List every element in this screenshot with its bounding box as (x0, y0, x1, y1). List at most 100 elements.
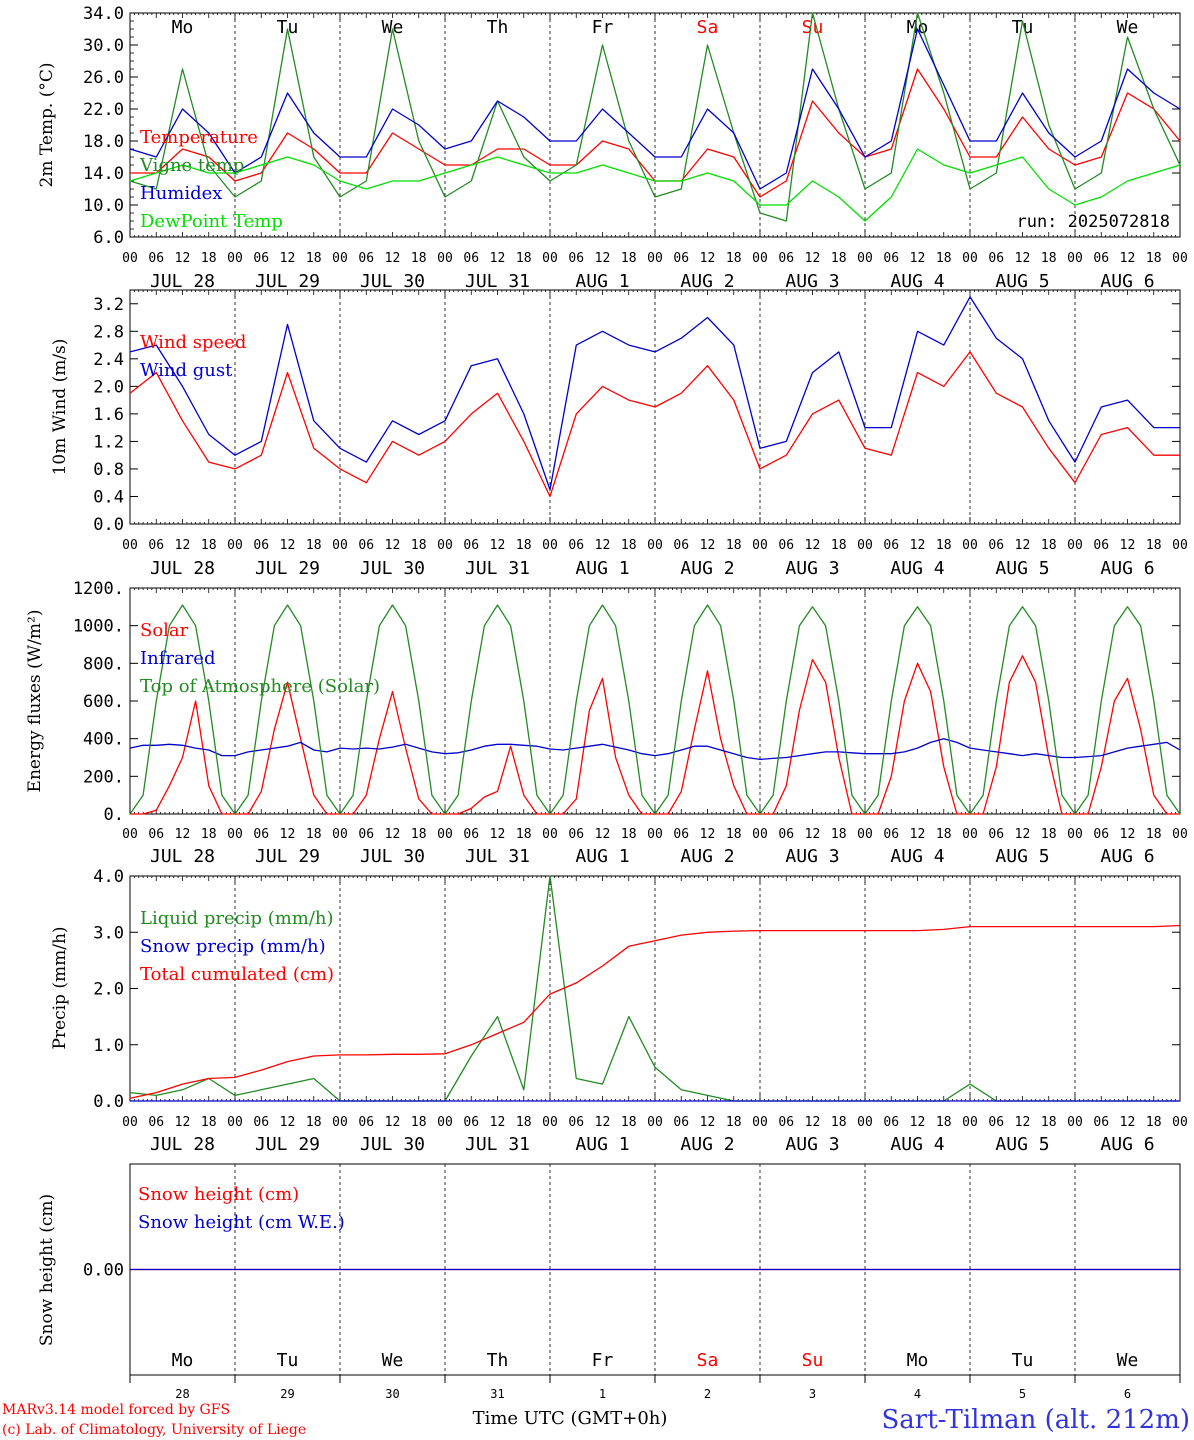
hour-tick-label: 00 (542, 251, 558, 266)
date-label: AUG 2 (680, 271, 734, 292)
date-label: JUL 28 (150, 558, 215, 579)
hour-tick-label: 12 (490, 538, 506, 553)
hour-tick-label: 12 (910, 1115, 926, 1130)
y-tick-label: 400. (83, 730, 124, 750)
hour-tick-label: 00 (1172, 538, 1188, 553)
date-label: AUG 5 (995, 1134, 1049, 1155)
hour-tick-label: 00 (752, 251, 768, 266)
hour-tick-label: 00 (962, 538, 978, 553)
precip-series-lines (129, 875, 1181, 1102)
date-label: AUG 3 (785, 1134, 839, 1155)
wind-panel: 0.0 0.4 0.8 1.2 1.6 2.0 2.4 2.8 3.2 00 06 12 18 00 06… (50, 289, 1188, 579)
y-tick-label: 2.0 (93, 980, 124, 1000)
date-label: AUG 4 (890, 558, 944, 579)
weekday-label: Mo (172, 1350, 194, 1371)
date-label: JUL 30 (360, 846, 425, 867)
weekday-label: Su (802, 1350, 824, 1371)
temperature-ylabel: 2m Temp. (°C) (37, 62, 57, 187)
weekday-label: Tu (1012, 1350, 1034, 1371)
hour-tick-label: 12 (1120, 1115, 1136, 1130)
temperature-date-labels: JUL 28 JUL 29 JUL 30 JUL 31 AUG 1 AUG 2 AUG 3 A… (150, 271, 1155, 292)
date-label: JUL 29 (255, 846, 320, 867)
date-label: AUG 6 (1100, 1134, 1154, 1155)
y-tick-label: 6.0 (93, 228, 124, 248)
precip-ylabel: Precip (mm/h) (50, 926, 70, 1049)
legend-solar: Solar (140, 620, 189, 641)
day-number-label: 1 (599, 1387, 606, 1401)
y-tick-label: 0.4 (93, 487, 124, 507)
weekday-label: Fr (592, 17, 614, 38)
hour-tick-label: 12 (280, 1115, 296, 1130)
hour-tick-label: 00 (1067, 1115, 1083, 1130)
temperature-panel: 6.0 10.0 14.0 18.0 22.0 26.0 30.0 34.0 Mo Tu We Th… (37, 4, 1188, 292)
hour-tick-label: 00 (752, 1115, 768, 1130)
hour-tick-label: 00 (437, 538, 453, 553)
hour-tick-label: 00 (1172, 827, 1188, 842)
weekday-label: We (382, 17, 404, 38)
hour-tick-label: 00 (857, 538, 873, 553)
date-label: JUL 29 (255, 271, 320, 292)
date-label: AUG 5 (995, 271, 1049, 292)
hour-tick-label: 12 (175, 1115, 191, 1130)
hour-tick-label: 06 (148, 538, 164, 553)
precip-date-labels: JUL 28 JUL 29 JUL 30 JUL 31 AUG 1 AUG 2 AUG 3 A… (150, 1134, 1155, 1155)
hour-tick-label: 00 (227, 827, 243, 842)
hour-tick-label: 18 (726, 251, 742, 266)
temperature-axis-ticks (129, 12, 1181, 238)
hour-tick-label: 00 (227, 538, 243, 553)
hour-tick-label: 00 (542, 538, 558, 553)
date-label: JUL 30 (360, 271, 425, 292)
hour-tick-label: 12 (700, 1115, 716, 1130)
hour-tick-label: 00 (437, 827, 453, 842)
date-label: JUL 28 (150, 1134, 215, 1155)
hour-tick-label: 18 (411, 251, 427, 266)
hour-tick-label: 12 (280, 538, 296, 553)
weekday-label: Mo (907, 1350, 929, 1371)
hour-tick-label: 12 (1015, 827, 1031, 842)
y-tick-label: 1.2 (93, 432, 124, 452)
hour-tick-label: 18 (1041, 1115, 1057, 1130)
hour-tick-label: 18 (621, 827, 637, 842)
hour-tick-label: 18 (1146, 1115, 1162, 1130)
y-tick-label: 800. (83, 654, 124, 674)
snow-day-number-labels: 28 29 30 31 1 2 3 4 5 6 (175, 1387, 1131, 1401)
hour-tick-label: 06 (358, 1115, 374, 1130)
hour-tick-label: 00 (437, 251, 453, 266)
legend-vigne-temp: Vigne temp (139, 155, 244, 176)
date-label: AUG 4 (890, 1134, 944, 1155)
hour-tick-label: 18 (726, 1115, 742, 1130)
day-number-label: 31 (490, 1387, 504, 1401)
hour-tick-label: 06 (988, 251, 1004, 266)
legend-total-cumulated: Total cumulated (cm) (140, 964, 334, 985)
temperature-ytick-labels: 6.0 10.0 14.0 18.0 22.0 26.0 30.0 34.0 (83, 4, 124, 248)
wind-series-lines (129, 296, 1180, 498)
hour-tick-label: 06 (673, 538, 689, 553)
hour-tick-label: 06 (568, 251, 584, 266)
date-label: JUL 31 (465, 558, 530, 579)
date-label: AUG 6 (1100, 846, 1154, 867)
hour-tick-label: 06 (673, 251, 689, 266)
date-label: AUG 5 (995, 558, 1049, 579)
hour-tick-label: 12 (385, 251, 401, 266)
hour-tick-label: 06 (1093, 538, 1109, 553)
energy-axis-ticks (129, 587, 1181, 815)
wind-day-gridlines (234, 290, 1076, 524)
wind-date-labels: JUL 28 JUL 29 JUL 30 JUL 31 AUG 1 AUG 2 AUG 3 A… (150, 558, 1155, 579)
date-label: JUL 31 (465, 1134, 530, 1155)
legend-snow-height: Snow height (cm) (138, 1184, 299, 1205)
hour-tick-label: 18 (306, 827, 322, 842)
hour-tick-label: 00 (1172, 251, 1188, 266)
hour-tick-label: 06 (253, 251, 269, 266)
hour-tick-label: 06 (568, 1115, 584, 1130)
hour-tick-label: 00 (962, 827, 978, 842)
hour-tick-label: 00 (542, 827, 558, 842)
legend-humidex: Humidex (140, 183, 222, 204)
date-label: JUL 31 (465, 846, 530, 867)
energy-date-labels: JUL 28 JUL 29 JUL 30 JUL 31 AUG 1 AUG 2 AUG 3 A… (150, 846, 1155, 867)
date-label: JUL 28 (150, 271, 215, 292)
snow-weekday-labels: Mo Tu We Th Fr Sa Su Mo Tu We (172, 1350, 1139, 1371)
snow-ytick-labels: 0.00 (83, 1261, 124, 1281)
hour-tick-label: 18 (621, 251, 637, 266)
y-tick-label: 2.0 (93, 377, 124, 397)
hour-tick-label: 06 (148, 827, 164, 842)
